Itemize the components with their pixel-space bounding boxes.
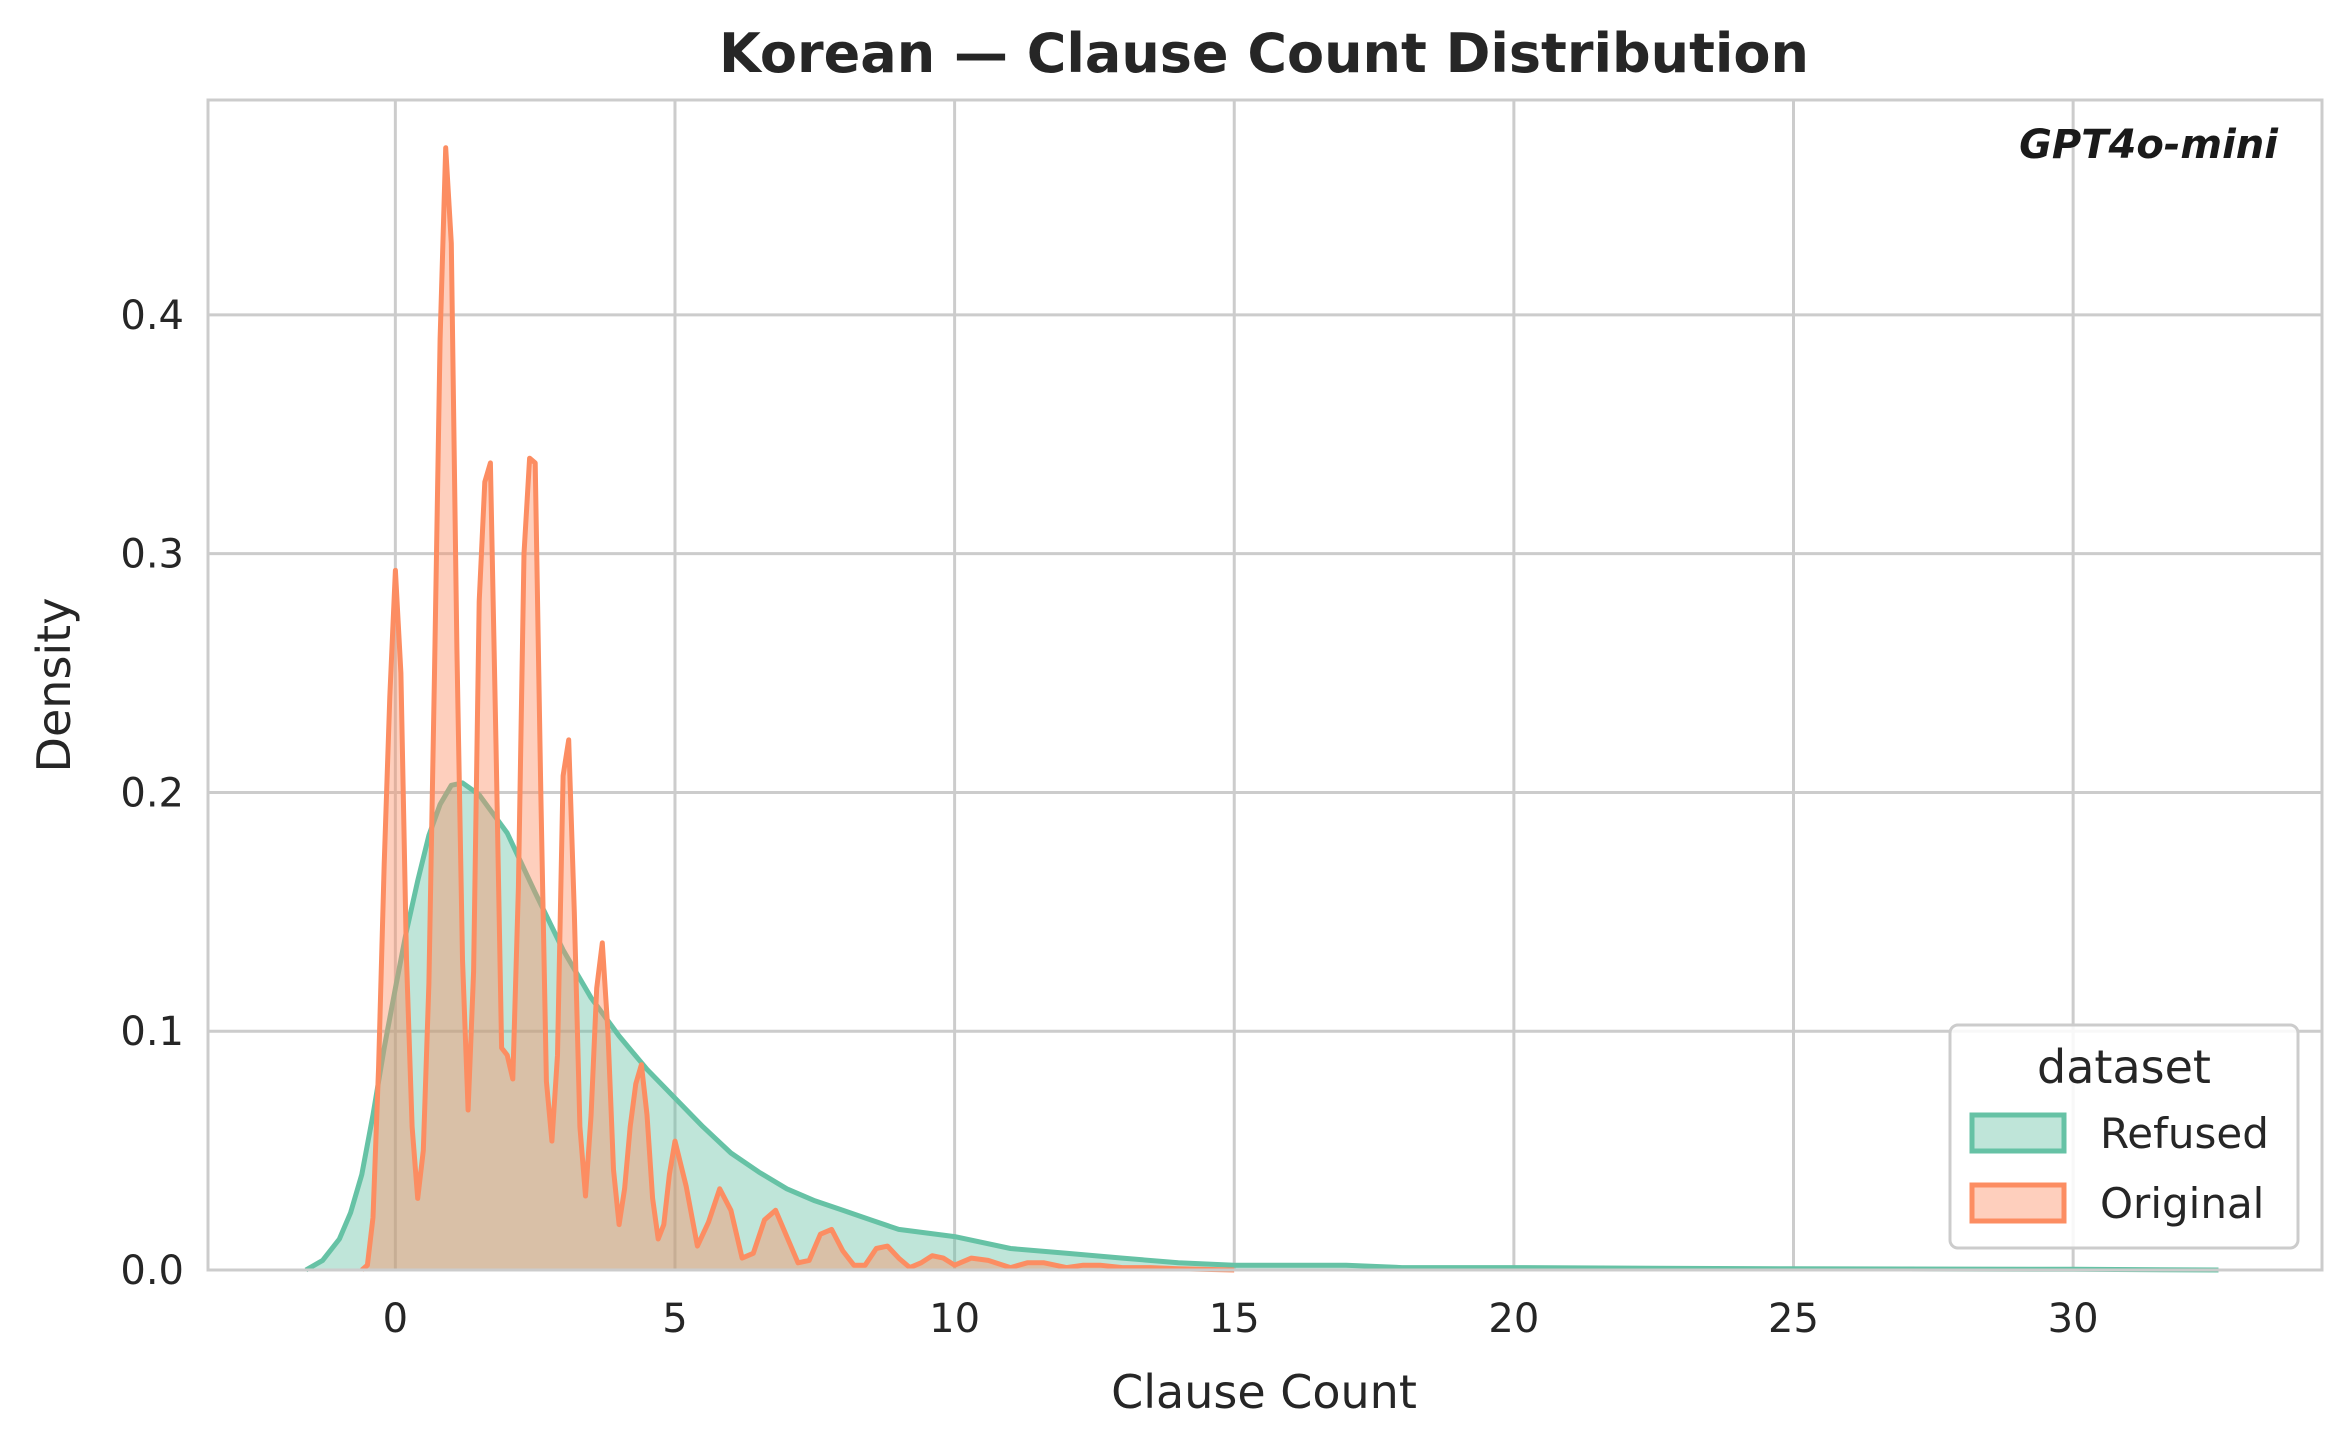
plot-frame — [206, 98, 2324, 1272]
x-tick-label: 10 — [929, 1296, 980, 1342]
legend-label-refused: Refused — [2100, 1109, 2269, 1158]
legend: dataset Refused Original — [1948, 1023, 2300, 1250]
y-axis-label: Density — [27, 598, 81, 773]
series-line-original — [360, 145, 1235, 1273]
x-tick-label: 25 — [1768, 1296, 1819, 1342]
ticks: 0 5 10 15 20 25 30 0.0 0.1 0.2 0.3 0.4 — [120, 293, 2098, 1342]
chart-title: Korean — Clause Count Distribution — [719, 22, 1809, 85]
model-annotation: GPT4o-mini — [2019, 122, 2279, 168]
x-tick-label: 0 — [383, 1296, 408, 1342]
y-tick-label: 0.4 — [120, 293, 184, 339]
series-line-refused — [304, 780, 2219, 1273]
legend-swatch-original — [1969, 1182, 2067, 1224]
y-tick-label: 0.0 — [120, 1248, 184, 1294]
legend-title: dataset — [2037, 1040, 2211, 1094]
series-layer — [304, 145, 2219, 1273]
legend-label-original: Original — [2100, 1179, 2264, 1228]
legend-box — [1948, 1023, 2300, 1250]
y-tick-label: 0.3 — [120, 532, 184, 578]
y-tick-label: 0.2 — [120, 770, 184, 816]
legend-swatch-refused — [1969, 1112, 2067, 1154]
y-tick-label: 0.1 — [120, 1009, 184, 1055]
x-tick-label: 15 — [1209, 1296, 1260, 1342]
x-tick-label: 5 — [662, 1296, 687, 1342]
x-tick-label: 20 — [1488, 1296, 1539, 1342]
x-tick-label: 30 — [2048, 1296, 2099, 1342]
x-axis-label: Clause Count — [1111, 1365, 1417, 1419]
